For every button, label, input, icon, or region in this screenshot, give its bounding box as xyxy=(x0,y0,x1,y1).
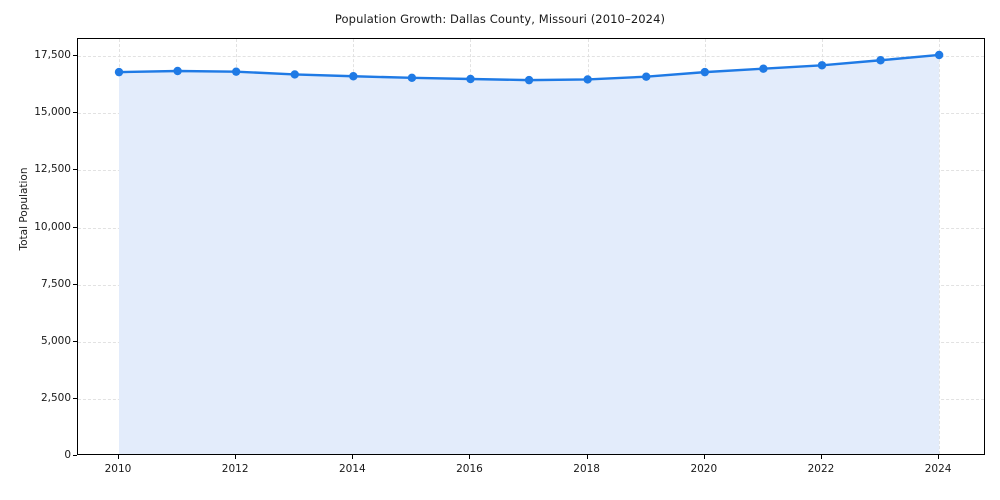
data-point-2021 xyxy=(759,64,768,73)
y-tick-mark-6 xyxy=(73,112,77,114)
data-point-2019 xyxy=(642,72,651,81)
x-tick-label-2020: 2020 xyxy=(690,463,718,475)
y-tick-label-7500: 7,500 xyxy=(40,277,71,290)
data-point-2013 xyxy=(290,70,299,79)
y-tick-mark-2 xyxy=(73,340,77,342)
data-point-2017 xyxy=(524,75,534,85)
y-tick-mark-7 xyxy=(73,55,77,57)
data-point-2018 xyxy=(583,75,592,84)
data-point-2022 xyxy=(817,61,827,70)
y-tick-label-0: 0 xyxy=(64,449,71,461)
data-point-2020 xyxy=(700,67,710,77)
x-tick-mark-5 xyxy=(703,455,705,459)
data-point-2011 xyxy=(173,66,182,76)
x-tick-mark-6 xyxy=(820,455,822,459)
x-tick-mark-3 xyxy=(469,455,471,459)
x-tick-label-2018: 2018 xyxy=(573,463,600,475)
y-axis-tick-marks xyxy=(73,38,79,456)
chart-title: Population Growth: Dallas County, Missou… xyxy=(334,12,666,26)
y-tick-label-2500: 2,500 xyxy=(40,391,71,404)
x-axis-tick-labels: 2010 2012 2014 2016 2018 2020 2022 2024 xyxy=(77,455,985,495)
population-line-series xyxy=(114,50,944,454)
y-tick-label-12500: 12,500 xyxy=(34,163,71,176)
gridline-horizontal-7 xyxy=(78,56,984,58)
y-tick-mark-1 xyxy=(73,397,77,399)
x-tick-mark-7 xyxy=(938,455,940,459)
x-tick-mark-0 xyxy=(118,455,119,459)
plot-area xyxy=(77,38,985,455)
x-tick-label-2014: 2014 xyxy=(338,463,366,475)
data-point-markers xyxy=(114,50,944,85)
y-tick-mark-0 xyxy=(73,455,77,456)
y-tick-label-15000: 15,000 xyxy=(34,106,71,119)
x-tick-label-2016: 2016 xyxy=(456,463,483,475)
x-tick-mark-2 xyxy=(352,455,354,459)
x-tick-mark-1 xyxy=(235,455,237,459)
x-tick-label-2010: 2010 xyxy=(104,463,132,475)
x-tick-label-2024: 2024 xyxy=(924,463,952,475)
data-point-2024 xyxy=(934,50,944,60)
data-point-2010 xyxy=(114,67,124,77)
y-tick-mark-4 xyxy=(73,226,77,228)
area-fill xyxy=(119,54,940,454)
y-tick-label-10000: 10,000 xyxy=(34,220,71,233)
data-point-2023 xyxy=(876,56,885,65)
gridline-vertical-7 xyxy=(939,39,941,454)
y-axis-tick-labels: 0 2,500 5,000 7,500 10,000 12,500 15,000 17,500 xyxy=(0,38,71,461)
y-tick-mark-3 xyxy=(73,283,77,285)
y-tick-label-5000: 5,000 xyxy=(40,334,71,347)
x-tick-mark-4 xyxy=(586,455,588,459)
x-tick-label-2012: 2012 xyxy=(221,463,249,475)
x-tick-label-2022: 2022 xyxy=(807,463,835,475)
data-point-2016 xyxy=(466,74,475,84)
y-tick-label-17500: 17,500 xyxy=(34,49,71,62)
data-point-2014 xyxy=(349,72,358,81)
y-tick-mark-5 xyxy=(73,169,77,171)
data-point-2015 xyxy=(407,73,417,83)
data-point-2012 xyxy=(231,67,241,76)
